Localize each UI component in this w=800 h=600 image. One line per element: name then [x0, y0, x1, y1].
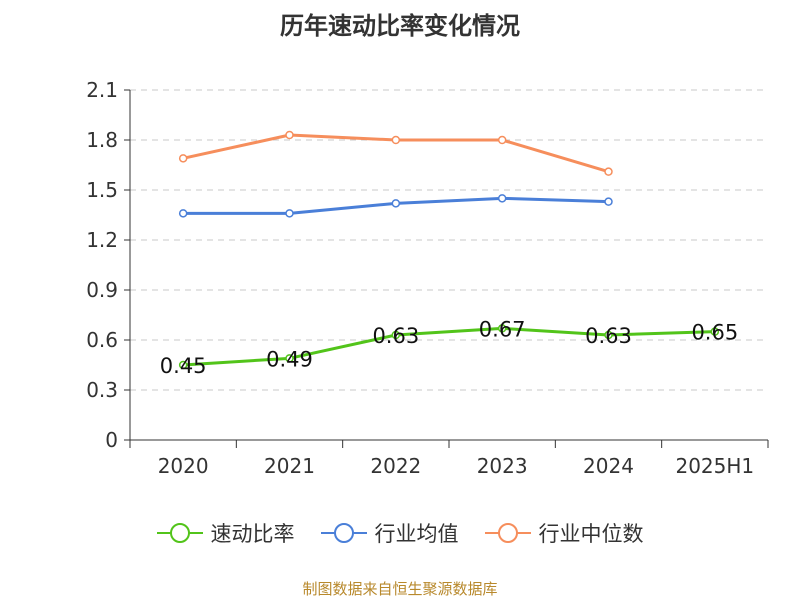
series-line-0	[183, 326, 715, 367]
y-tick-label: 0.9	[86, 278, 118, 302]
data-point	[391, 135, 401, 145]
data-point	[497, 194, 507, 203]
data-point	[391, 199, 401, 208]
data-point	[604, 197, 613, 206]
data-label: 0.63	[585, 324, 632, 348]
data-point	[604, 167, 613, 176]
data-point	[604, 330, 613, 340]
legend-item-quick-ratio[interactable]: 速动比率	[156, 518, 295, 548]
y-tick-label: 2.1	[86, 78, 118, 102]
legend-label-industry-mean: 行业均值	[374, 522, 459, 546]
x-tick-label: 2024	[583, 454, 634, 478]
data-label: 0.67	[479, 317, 526, 341]
y-tick-label: 1.8	[86, 128, 118, 152]
data-point	[285, 209, 294, 218]
legend: 速动比率 行业均值 行业中位数	[0, 518, 800, 548]
legend-marker-industry-mean	[320, 523, 367, 543]
chart-title: 历年速动比率变化情况	[280, 12, 520, 40]
y-tick-label: 0	[105, 428, 118, 452]
legend-item-industry-mean[interactable]: 行业均值	[320, 518, 459, 548]
data-point	[497, 135, 507, 145]
data-point	[285, 130, 294, 140]
data-label: 0.65	[691, 321, 738, 345]
x-tick-label: 2023	[477, 454, 528, 478]
y-tick-label: 1.5	[86, 178, 118, 202]
source-footer: 制图数据来自恒生聚源数据库	[302, 580, 498, 598]
y-tick-label: 0.3	[86, 378, 118, 402]
legend-marker-industry-median	[484, 523, 531, 543]
y-tick-label: 0.6	[86, 328, 118, 352]
legend-marker-quick-ratio	[156, 523, 203, 543]
data-point	[391, 330, 401, 340]
x-tick-label: 2021	[264, 454, 315, 478]
data-point	[178, 360, 188, 370]
data-label: 0.45	[160, 354, 207, 378]
data-label: 0.49	[266, 347, 313, 371]
data-point	[178, 154, 188, 163]
data-point	[178, 209, 188, 218]
x-tick-label: 2025H1	[675, 454, 754, 478]
y-tick-label: 1.2	[86, 228, 118, 252]
x-tick-label: 2020	[158, 454, 209, 478]
legend-label-quick-ratio: 速动比率	[210, 522, 295, 546]
data-point	[497, 324, 507, 333]
legend-label-industry-median: 行业中位数	[538, 522, 644, 546]
legend-item-industry-median[interactable]: 行业中位数	[484, 518, 644, 548]
data-label: 0.63	[372, 324, 419, 348]
data-point	[710, 327, 720, 336]
x-tick-label: 2022	[370, 454, 421, 478]
data-point	[285, 354, 294, 363]
